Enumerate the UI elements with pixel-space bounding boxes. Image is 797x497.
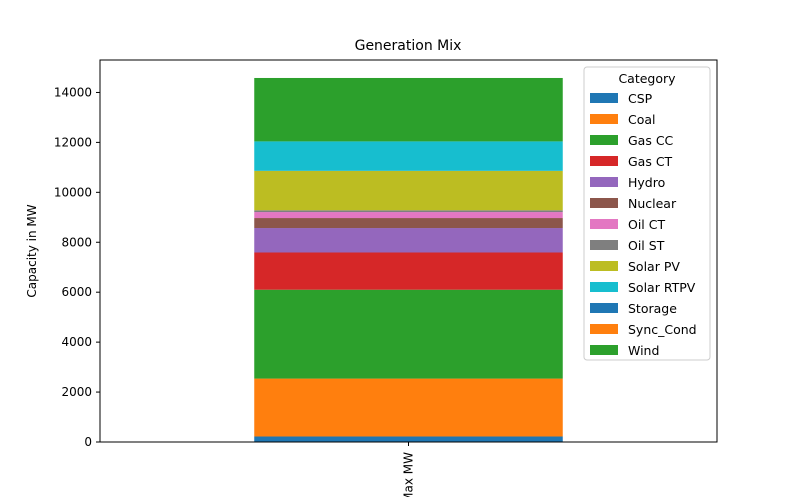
- legend-label: Hydro: [628, 175, 665, 190]
- y-tick-label: 10000: [54, 185, 92, 199]
- y-tick-label: 14000: [54, 85, 92, 99]
- legend-swatch: [590, 282, 618, 292]
- y-tick-label: 8000: [61, 235, 92, 249]
- legend-label: Nuclear: [628, 196, 677, 211]
- legend-swatch: [590, 345, 618, 355]
- x-tick-label: Max MW: [402, 452, 416, 497]
- legend-label: Wind: [628, 343, 659, 358]
- y-tick-label: 0: [84, 435, 92, 449]
- y-tick-label: 6000: [61, 285, 92, 299]
- legend: Category CSP Coal Gas CC Gas CT Hydro Nuclear O…: [583, 66, 711, 361]
- x-axis: Max MW: [402, 442, 416, 497]
- bar-segment-1: [254, 378, 563, 437]
- chart-title: Generation Mix: [355, 38, 462, 54]
- bar-segment-12: [254, 77, 563, 142]
- bar-segment-6: [254, 212, 563, 219]
- legend-title: Category: [618, 71, 676, 86]
- legend-label: Sync_Cond: [628, 322, 697, 337]
- legend-swatch: [590, 198, 618, 208]
- legend-label: Oil CT: [628, 217, 665, 232]
- y-axis: 0 2000 4000 6000 8000 10000 12000 14000: [54, 85, 100, 449]
- bar-segment-2: [254, 289, 563, 379]
- y-tick-label: 2000: [61, 385, 92, 399]
- legend-swatch: [590, 324, 618, 334]
- bar-segment-4: [254, 228, 563, 253]
- bar-segment-8: [254, 170, 563, 211]
- legend-label: Gas CT: [628, 154, 673, 169]
- bar-segment-3: [254, 252, 563, 290]
- y-axis-label: Capacity in MW: [25, 204, 39, 297]
- legend-swatch: [590, 114, 618, 124]
- legend-swatch: [590, 135, 618, 145]
- legend-swatch: [590, 177, 618, 187]
- legend-label: CSP: [628, 91, 653, 106]
- legend-swatch: [590, 240, 618, 250]
- plot-frame: [99, 59, 718, 443]
- legend-label: Solar RTPV: [628, 280, 696, 295]
- bar-segment-9: [254, 141, 563, 171]
- bar-segment-5: [254, 218, 563, 229]
- legend-swatch: [590, 303, 618, 313]
- y-tick-label: 12000: [54, 135, 92, 149]
- legend-label: Gas CC: [628, 133, 674, 148]
- legend-label: Oil ST: [628, 238, 665, 253]
- legend-swatch: [590, 156, 618, 166]
- bar-stack: [254, 77, 563, 442]
- legend-swatch: [590, 219, 618, 229]
- y-tick-label: 4000: [61, 335, 92, 349]
- legend-label: Solar PV: [628, 259, 680, 274]
- bar-segment-0: [254, 436, 563, 442]
- legend-swatch: [590, 261, 618, 271]
- legend-frame: [583, 66, 711, 361]
- legend-label: Storage: [628, 301, 677, 316]
- bar-segment-7: [254, 210, 563, 213]
- legend-label: Coal: [628, 112, 656, 127]
- legend-swatch: [590, 93, 618, 103]
